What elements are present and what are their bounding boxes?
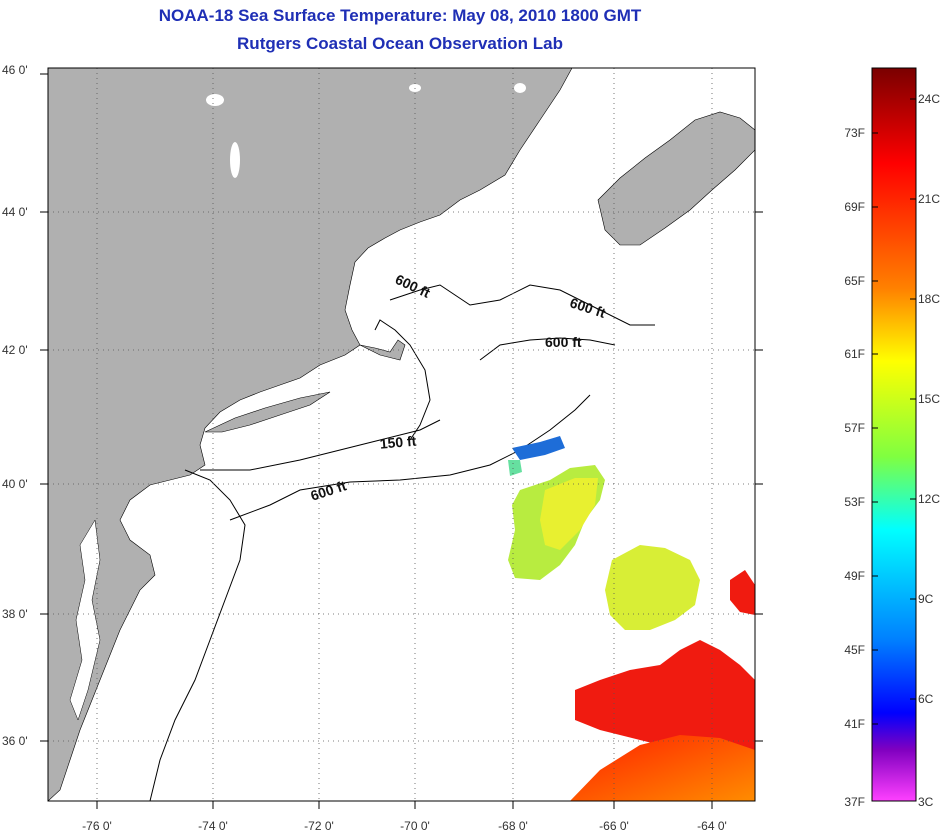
lon-label: -68 0'	[498, 819, 528, 833]
lat-label: 38 0'	[2, 607, 28, 621]
colorbar-f-label: 37F	[844, 795, 865, 809]
axis-ticks	[40, 73, 763, 809]
isobath-contours	[149, 284, 655, 801]
sst-patch-yellow-2	[605, 545, 700, 630]
sst-patch-orange	[570, 735, 755, 801]
colorbar-c-label: 21C	[918, 192, 940, 206]
colorbar-c-label: 24C	[918, 92, 940, 106]
colorbar-f-label: 41F	[844, 717, 865, 731]
lat-label: 44 0'	[2, 205, 28, 219]
lon-label: -64 0'	[697, 819, 727, 833]
inland-lake	[206, 94, 224, 106]
lat-label: 42 0'	[2, 343, 28, 357]
map-title: NOAA-18 Sea Surface Temperature: May 08,…	[158, 6, 642, 25]
colorbar-f-label: 45F	[844, 643, 865, 657]
lat-label: 46 0'	[2, 63, 28, 77]
colorbar-c-label: 18C	[918, 292, 940, 306]
land-nova-scotia	[597, 111, 755, 246]
lat-label: 36 0'	[2, 734, 28, 748]
lon-label: -74 0'	[198, 819, 228, 833]
colorbar-ticks	[872, 98, 916, 725]
lon-label: -76 0'	[82, 819, 112, 833]
chesapeake-bay	[69, 519, 101, 721]
colorbar-c-label: 3C	[918, 795, 934, 809]
colorbar-f-label: 53F	[844, 495, 865, 509]
sst-patch-red-east	[730, 570, 755, 615]
colorbar-f-label: 61F	[844, 347, 865, 361]
inland-lake	[230, 142, 240, 178]
map-subtitle: Rutgers Coastal Ocean Observation Lab	[237, 34, 563, 53]
land-mainland	[48, 68, 573, 801]
colorbar-gradient	[871, 67, 917, 802]
inland-lake	[514, 83, 526, 93]
colorbar-c-label: 6C	[918, 692, 934, 706]
depth-label: 150 ft	[379, 433, 417, 452]
sst-patch-cyan	[508, 460, 522, 476]
lat-label: 40 0'	[2, 477, 28, 491]
land-cape-cod	[359, 339, 406, 361]
map-frame	[47, 67, 756, 802]
colorbar-c-label: 12C	[918, 492, 940, 506]
depth-label: 600 ft	[545, 334, 582, 350]
colorbar-f-label: 73F	[844, 126, 865, 140]
colorbar-c-label: 15C	[918, 392, 940, 406]
colorbar-f-label: 49F	[844, 569, 865, 583]
sst-patch-blue	[512, 436, 565, 460]
colorbar-c-label: 9C	[918, 592, 934, 606]
colorbar-f-label: 57F	[844, 421, 865, 435]
colorbar-f-label: 69F	[844, 200, 865, 214]
lon-label: -72 0'	[304, 819, 334, 833]
colorbar-f-label: 65F	[844, 274, 865, 288]
lon-label: -70 0'	[400, 819, 430, 833]
lon-label: -66 0'	[599, 819, 629, 833]
grid-lines	[48, 68, 755, 801]
sst-patch-yellow	[540, 478, 598, 550]
land-long-island	[204, 391, 331, 433]
